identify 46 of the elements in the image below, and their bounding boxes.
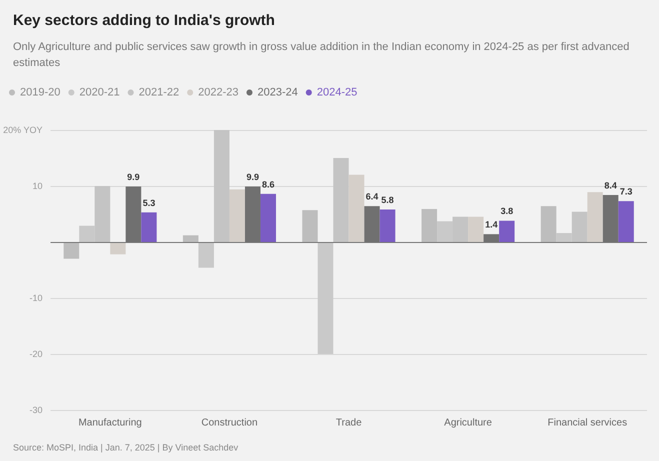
x-tick-label: Construction bbox=[201, 418, 258, 428]
data-label: 7.3 bbox=[620, 186, 632, 197]
bar bbox=[198, 242, 214, 268]
y-tick-label: 20% YOY bbox=[3, 125, 43, 135]
bar bbox=[141, 212, 157, 242]
chart-subtitle: Only Agriculture and public services saw growth in gross value addition in the Indian economy in 2024-25 as per first advanced estimates bbox=[13, 41, 632, 69]
bar bbox=[318, 242, 334, 354]
data-label: 5.3 bbox=[142, 198, 156, 208]
data-label: 9.9 bbox=[127, 172, 140, 182]
data-label: 6.4 bbox=[366, 192, 378, 202]
bar bbox=[302, 210, 318, 242]
data-label: 3.8 bbox=[500, 206, 514, 216]
legend-label: 2019-20 bbox=[20, 86, 60, 98]
data-label: 1.4 bbox=[485, 220, 498, 230]
legend-label: 2023-24 bbox=[257, 86, 298, 98]
bar bbox=[64, 242, 80, 259]
bar bbox=[618, 201, 634, 242]
source-note: Source: MoSPI, India | Jan. 7, 2025 | By Vineet Sachdev bbox=[13, 442, 239, 452]
legend-label: 2022-23 bbox=[198, 86, 238, 98]
data-label: 5.8 bbox=[381, 195, 394, 206]
x-tick-label: Agriculture bbox=[444, 418, 492, 428]
bar bbox=[229, 189, 245, 242]
x-tick-label: Financial services bbox=[548, 418, 628, 428]
bar bbox=[380, 210, 396, 242]
data-label: 9.9 bbox=[246, 172, 259, 182]
bar bbox=[348, 174, 364, 242]
bar bbox=[587, 192, 603, 242]
legend-label: 2024-25 bbox=[316, 86, 358, 98]
y-tick-label: -10 bbox=[30, 293, 43, 303]
data-label: 8.4 bbox=[604, 180, 617, 190]
legend-label: 2021-22 bbox=[138, 86, 180, 98]
bar bbox=[110, 242, 126, 254]
y-tick-label: -30 bbox=[30, 405, 43, 415]
y-tick-label: -20 bbox=[30, 349, 43, 359]
bar bbox=[499, 220, 515, 242]
bar bbox=[468, 216, 484, 242]
y-tick-label: 10 bbox=[32, 181, 43, 191]
data-label: 8.6 bbox=[262, 179, 274, 190]
bar bbox=[214, 130, 230, 242]
x-tick-label: Trade bbox=[336, 418, 362, 428]
bar bbox=[182, 235, 198, 242]
chart-title: Key sectors adding to India's growth bbox=[13, 12, 275, 29]
x-tick-label: Manufacturing bbox=[78, 418, 142, 428]
bar bbox=[333, 158, 349, 242]
bar bbox=[260, 194, 276, 242]
legend-label: 2020-21 bbox=[79, 86, 120, 98]
